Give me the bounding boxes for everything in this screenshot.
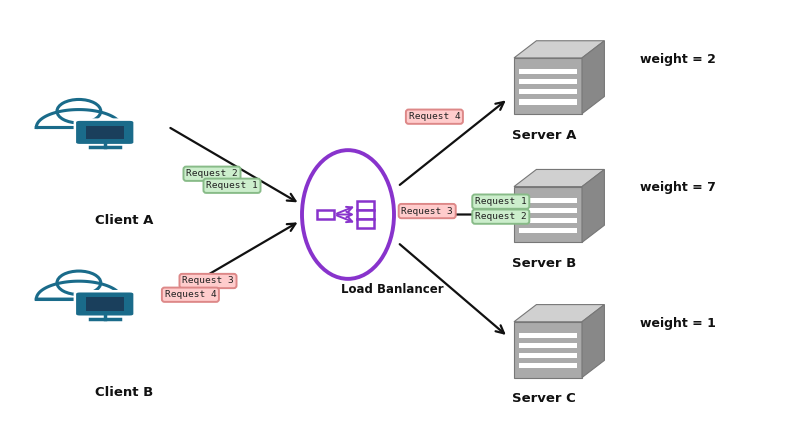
Text: Client B: Client B bbox=[95, 386, 153, 399]
Polygon shape bbox=[514, 58, 582, 114]
Text: Request 3: Request 3 bbox=[182, 277, 234, 285]
Polygon shape bbox=[519, 89, 578, 94]
Text: Server A: Server A bbox=[512, 129, 576, 142]
Text: Request 2: Request 2 bbox=[475, 212, 526, 221]
Text: weight = 2: weight = 2 bbox=[640, 53, 716, 66]
Polygon shape bbox=[519, 363, 578, 369]
Text: Server C: Server C bbox=[512, 393, 576, 405]
FancyBboxPatch shape bbox=[357, 219, 374, 228]
Polygon shape bbox=[514, 322, 582, 378]
Text: Request 1: Request 1 bbox=[475, 197, 526, 206]
Text: weight = 1: weight = 1 bbox=[640, 317, 716, 329]
Polygon shape bbox=[514, 187, 582, 242]
Ellipse shape bbox=[302, 150, 394, 279]
Polygon shape bbox=[36, 109, 122, 127]
Text: Request 4: Request 4 bbox=[165, 290, 216, 299]
Text: Request 1: Request 1 bbox=[206, 181, 258, 190]
Polygon shape bbox=[519, 343, 578, 348]
Polygon shape bbox=[519, 100, 578, 105]
Polygon shape bbox=[582, 305, 605, 378]
Polygon shape bbox=[514, 169, 605, 187]
Polygon shape bbox=[86, 297, 124, 311]
FancyBboxPatch shape bbox=[317, 210, 334, 219]
Polygon shape bbox=[519, 208, 578, 213]
Polygon shape bbox=[582, 169, 605, 242]
Polygon shape bbox=[519, 228, 578, 233]
Polygon shape bbox=[519, 218, 578, 223]
Text: Server B: Server B bbox=[512, 257, 576, 270]
Polygon shape bbox=[519, 198, 578, 203]
Polygon shape bbox=[514, 305, 605, 322]
FancyBboxPatch shape bbox=[75, 120, 134, 145]
Circle shape bbox=[57, 271, 101, 295]
Text: Request 4: Request 4 bbox=[409, 112, 460, 121]
Polygon shape bbox=[519, 333, 578, 338]
Polygon shape bbox=[582, 41, 605, 114]
Polygon shape bbox=[36, 281, 122, 299]
Polygon shape bbox=[519, 353, 578, 358]
Text: Request 3: Request 3 bbox=[402, 207, 453, 215]
FancyBboxPatch shape bbox=[357, 210, 374, 219]
Polygon shape bbox=[519, 79, 578, 84]
Circle shape bbox=[57, 100, 101, 123]
Text: Load Banlancer: Load Banlancer bbox=[341, 283, 443, 296]
Text: Client A: Client A bbox=[95, 214, 153, 227]
Polygon shape bbox=[86, 126, 124, 139]
FancyBboxPatch shape bbox=[357, 201, 374, 210]
Text: weight = 7: weight = 7 bbox=[640, 181, 716, 194]
Text: Request 2: Request 2 bbox=[186, 169, 238, 178]
FancyBboxPatch shape bbox=[75, 291, 134, 317]
Polygon shape bbox=[514, 41, 605, 58]
Polygon shape bbox=[519, 69, 578, 74]
